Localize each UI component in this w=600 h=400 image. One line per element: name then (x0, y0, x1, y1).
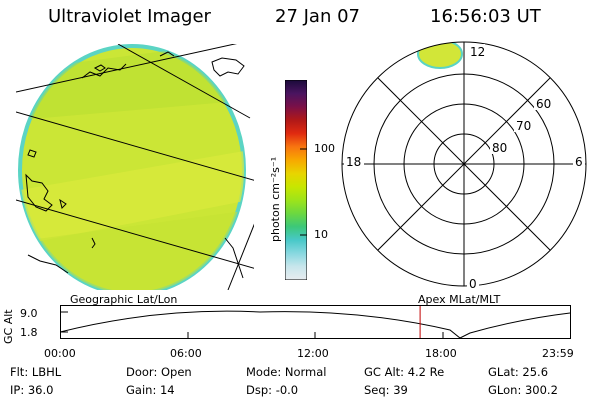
geographic-projection-label: Geographic Lat/Lon (70, 293, 178, 306)
label-bg (467, 276, 479, 290)
dsp-field: Dsp: -0.0 (246, 383, 298, 397)
mlt-label-18: 18 (346, 155, 361, 169)
altitude-curve (60, 310, 571, 339)
altitude-tick-high: 9.0 (20, 307, 38, 320)
seq-field: Seq: 39 (364, 383, 408, 397)
mode-label: Mode: (246, 365, 282, 379)
instrument-title: Ultraviolet Imager (48, 6, 211, 27)
gain-value: 14 (159, 383, 175, 397)
label-bg (573, 154, 585, 168)
door-field: Door: Open (126, 365, 192, 379)
filter-value: LBHL (31, 365, 62, 379)
mlat-label-80: 80 (492, 141, 507, 155)
gc-alt-field: GC Alt: 4.2 Re (364, 365, 444, 379)
colorbar-tick-10: 10 (314, 228, 328, 241)
dsp-label: Dsp: (246, 383, 273, 397)
mlat-label-60: 60 (536, 97, 551, 111)
glat-value: 25.6 (522, 365, 549, 379)
time-tick-0600: 06:00 (170, 347, 202, 360)
earth-image (16, 44, 254, 290)
colorbar (285, 80, 307, 280)
glon-label: GLon: (488, 383, 522, 397)
coastlines (25, 51, 245, 279)
altitude-axis-label: GC Alt (2, 309, 15, 344)
glat-label: GLat: (488, 365, 519, 379)
label-bg (467, 44, 485, 58)
time-tick-2359: 23:59 (542, 347, 574, 360)
ip-label: IP: (10, 383, 25, 397)
gain-field: Gain: 14 (126, 383, 175, 397)
door-label: Door: (126, 365, 158, 379)
geographic-grid (16, 44, 254, 290)
polar-grid (341, 41, 587, 287)
date-label: 27 Jan 07 (275, 6, 360, 27)
ip-field: IP: 36.0 (10, 383, 53, 397)
polar-plot: 12 18 6 0 60 70 80 (341, 41, 587, 291)
label-bg (534, 96, 554, 110)
mlt-label-6: 6 (575, 155, 583, 169)
filter-field: Flt: LBHL (10, 365, 61, 379)
glon-value: 300.2 (524, 383, 558, 397)
apex-projection-label: Apex MLat/MLT (418, 293, 501, 306)
gc-alt-value: 4.2 Re (407, 365, 445, 379)
glat-field: GLat: 25.6 (488, 365, 548, 379)
colorbar-unit-label: photon cm⁻²s⁻¹ (269, 156, 282, 242)
label-bg (514, 118, 534, 132)
mlat-label-70: 70 (516, 119, 531, 133)
mlt-label-0: 0 (469, 277, 477, 291)
mode-value: Normal (284, 365, 327, 379)
ip-value: 36.0 (27, 383, 54, 397)
label-bg (344, 154, 364, 168)
label-bg (490, 140, 510, 154)
colorbar-tick-100: 100 (314, 142, 335, 155)
mode-field: Mode: Normal (246, 365, 326, 379)
mlt-label-12: 12 (470, 45, 485, 59)
time-tick-1800: 18:00 (425, 347, 457, 360)
altitude-tick-low: 1.8 (20, 326, 38, 339)
time-tick-1200: 12:00 (297, 347, 329, 360)
time-tick-0000: 00:00 (44, 347, 76, 360)
altitude-plot (60, 305, 571, 339)
time-label: 16:56:03 UT (430, 6, 541, 27)
gain-label: Gain: (126, 383, 157, 397)
dsp-value: -0.0 (275, 383, 299, 397)
seq-label: Seq: (364, 383, 390, 397)
glon-field: GLon: 300.2 (488, 383, 558, 397)
gc-alt-label: GC Alt: (364, 365, 405, 379)
seq-value: 39 (393, 383, 408, 397)
filter-label: Flt: (10, 365, 29, 379)
door-value: Open (160, 365, 192, 379)
